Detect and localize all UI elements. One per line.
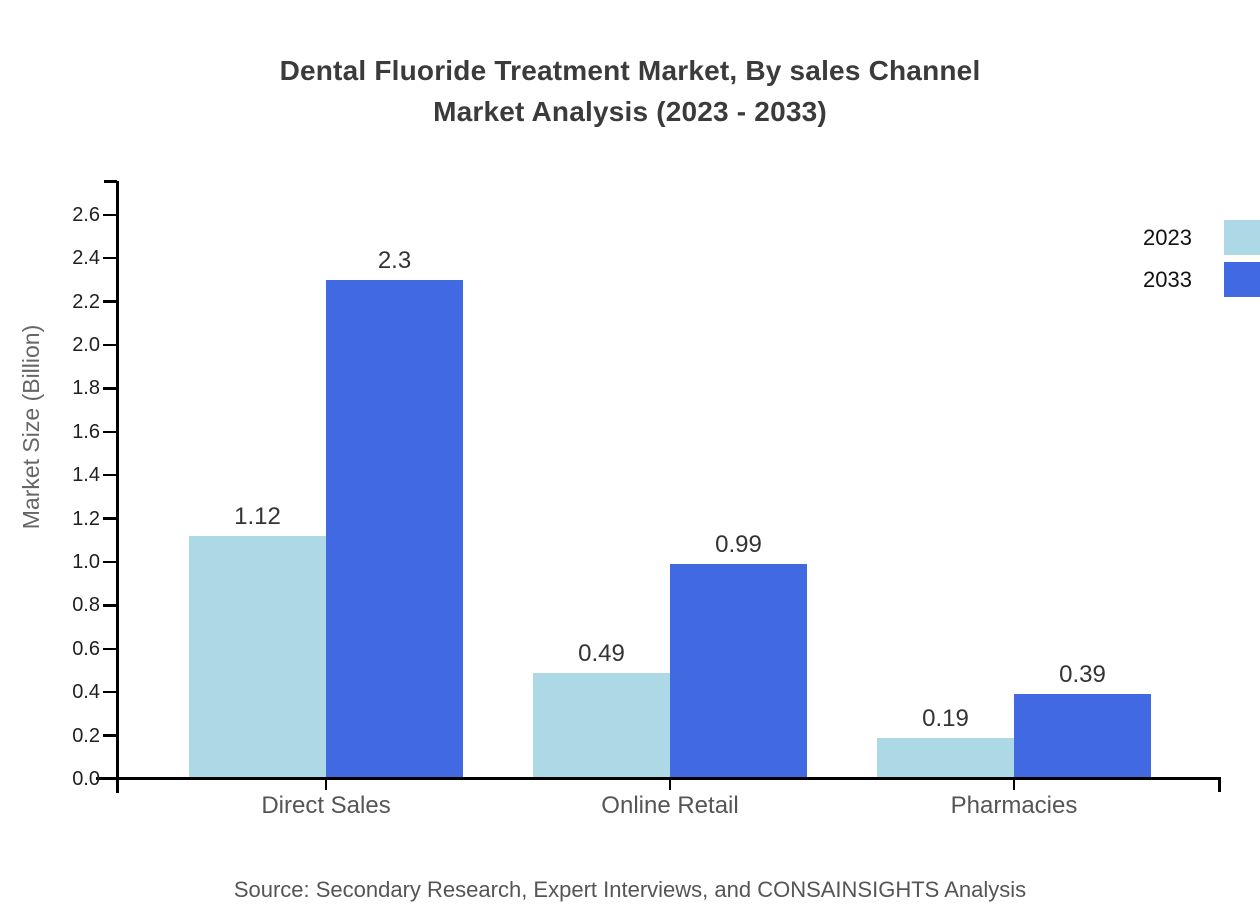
bar-2033-direct-sales (326, 279, 463, 777)
y-tick (103, 473, 117, 477)
y-tick-label: 1.4 (72, 464, 100, 487)
x-tick (1012, 780, 1016, 790)
y-tick (103, 647, 117, 651)
y-tick-label: 2.0 (72, 334, 100, 356)
value-label-2023-direct-sales: 1.12 (234, 502, 281, 530)
bar-2023-direct-sales (189, 535, 326, 777)
y-tick (103, 690, 117, 694)
y-tick-label: 2.6 (72, 203, 100, 226)
legend-swatch-2023 (1224, 220, 1260, 255)
chart-title: Dental Fluoride Treatment Market, By sal… (0, 50, 1260, 132)
chart-title-line2: Market Analysis (2023 - 2033) (433, 96, 827, 127)
y-tick-label: 1.0 (72, 551, 100, 573)
value-label-2033-online-retail: 0.99 (715, 531, 762, 559)
y-tick (103, 777, 117, 781)
y-tick (103, 256, 117, 260)
source-note: Source: Secondary Research, Expert Inter… (233, 877, 1027, 902)
x-tick (324, 780, 328, 790)
y-tick (103, 387, 117, 390)
value-label-2023-online-retail: 0.49 (578, 639, 625, 667)
bar-2033-pharmacies (1014, 694, 1151, 777)
value-label-2023-pharmacies: 0.19 (922, 704, 969, 732)
category-label-online-retail: Online Retail (601, 792, 739, 819)
y-tick (103, 517, 117, 520)
y-tick-label: 2.2 (72, 290, 100, 313)
y-tick-label: 1.8 (72, 377, 100, 400)
y-tick-label: 0.6 (72, 637, 100, 660)
y-tick-label: 1.6 (72, 420, 100, 443)
y-tick (103, 734, 117, 737)
x-axis-line (96, 776, 1221, 780)
legend-label-2023: 2023 (1143, 225, 1192, 250)
legend-swatch-2033 (1224, 262, 1260, 297)
y-axis-line (115, 181, 119, 793)
x-axis-end-cap (1218, 778, 1221, 792)
value-label-2033-pharmacies: 0.39 (1059, 661, 1106, 689)
y-tick (103, 560, 117, 564)
y-tick-label: 0.0 (72, 768, 100, 790)
y-tick (103, 343, 117, 347)
category-label-direct-sales: Direct Sales (261, 792, 391, 819)
y-tick-label: 2.4 (72, 247, 100, 270)
legend-label-2033: 2033 (1143, 267, 1192, 292)
y-axis-end-cap (104, 180, 117, 183)
y-tick (103, 213, 117, 217)
bar-2023-online-retail (533, 672, 670, 777)
x-tick (668, 780, 672, 790)
bar-2033-online-retail (670, 564, 807, 777)
category-label-pharmacies: Pharmacies (950, 792, 1078, 819)
y-tick (103, 604, 117, 607)
y-tick-label: 1.2 (72, 507, 100, 530)
y-tick (103, 430, 117, 434)
y-tick-label: 0.2 (72, 724, 100, 747)
chart-title-line1: Dental Fluoride Treatment Market, By sal… (279, 55, 981, 86)
bar-2023-pharmacies (877, 737, 1014, 777)
y-tick-label: 0.4 (72, 681, 100, 704)
y-tick (103, 300, 117, 303)
value-label-2033-direct-sales: 2.3 (377, 246, 412, 274)
y-tick-label: 0.8 (72, 594, 100, 617)
